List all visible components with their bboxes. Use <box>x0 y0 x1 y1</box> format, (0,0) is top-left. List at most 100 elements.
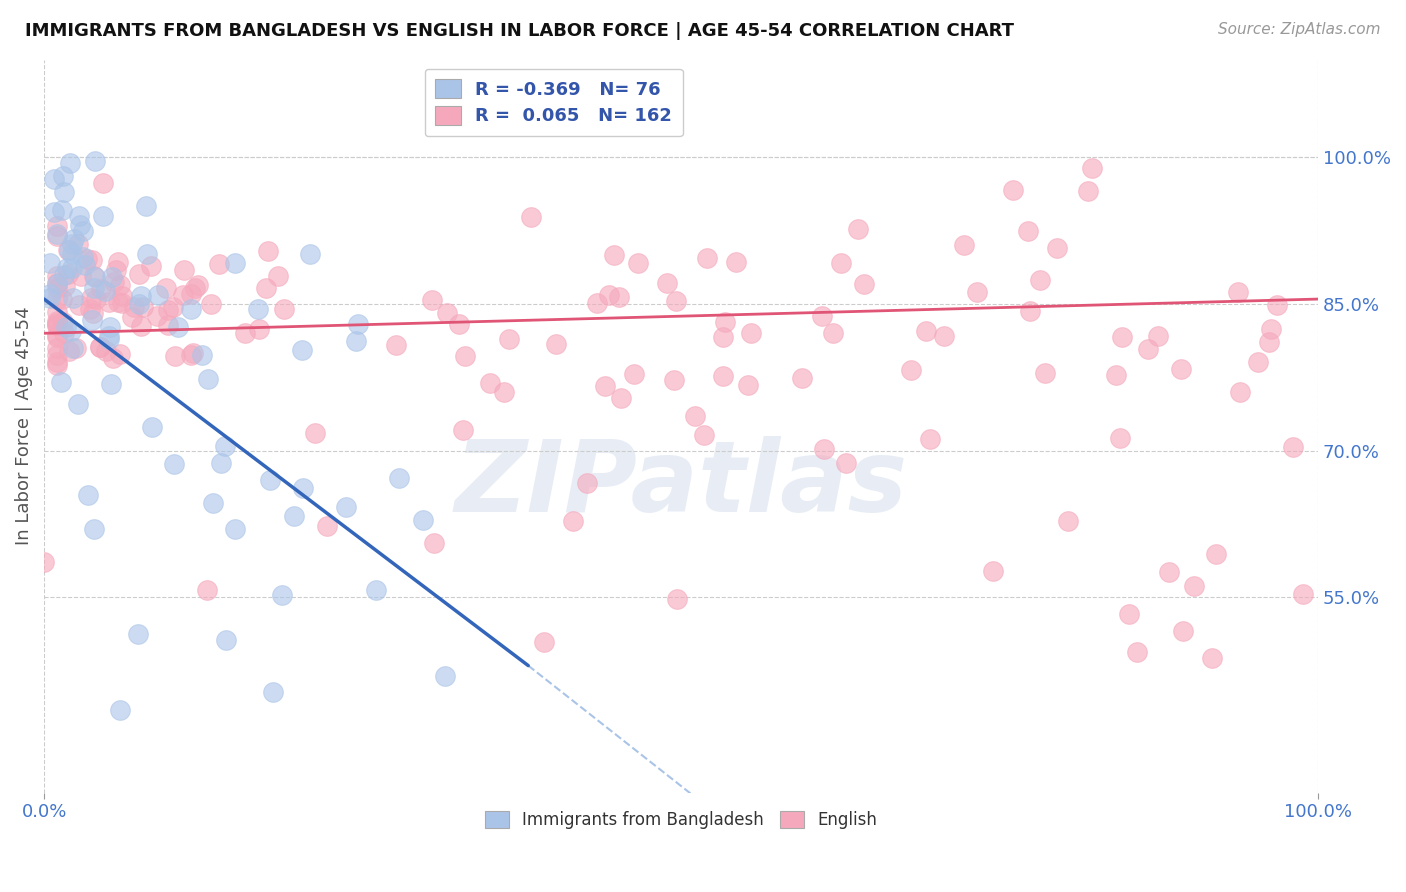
Point <box>56 267 79 281</box>
Point <box>224 522 246 536</box>
Point <box>79 301 101 316</box>
Point <box>1109 431 1132 445</box>
Point <box>1081 161 1104 175</box>
Point <box>347 317 370 331</box>
Point <box>51 315 73 329</box>
Point <box>256 244 278 259</box>
Point <box>436 306 458 320</box>
Point <box>141 420 163 434</box>
Point <box>711 369 734 384</box>
Point <box>103 351 125 366</box>
Point <box>173 263 195 277</box>
Point <box>90 282 112 296</box>
Point <box>711 329 734 343</box>
Point <box>1157 566 1180 580</box>
Point <box>1229 385 1251 400</box>
Text: IMMIGRANTS FROM BANGLADESH VS ENGLISH IN LABOR FORCE | AGE 45-54 CORRELATION CHA: IMMIGRANTS FROM BANGLADESH VS ENGLISH IN… <box>25 22 1014 40</box>
Point <box>135 247 157 261</box>
Point <box>46 277 69 291</box>
Point <box>283 509 305 524</box>
Point <box>562 514 585 528</box>
Point <box>156 302 179 317</box>
Point <box>918 432 941 446</box>
Point <box>181 346 204 360</box>
Point <box>45 318 67 333</box>
Point <box>44 172 66 186</box>
Point <box>51 203 73 218</box>
Point <box>1104 368 1126 382</box>
Text: Source: ZipAtlas.com: Source: ZipAtlas.com <box>1218 22 1381 37</box>
Point <box>586 296 609 310</box>
Point <box>498 333 520 347</box>
Point <box>45 292 67 306</box>
Point <box>69 218 91 232</box>
Point <box>163 457 186 471</box>
Point <box>89 341 111 355</box>
Point <box>98 295 121 310</box>
Point <box>454 350 477 364</box>
Text: ZIPatlas: ZIPatlas <box>454 436 908 533</box>
Point <box>335 500 357 514</box>
Point <box>84 153 107 168</box>
Point <box>107 295 129 310</box>
Point <box>790 371 813 385</box>
Point <box>53 268 76 283</box>
Point <box>128 297 150 311</box>
Point <box>304 425 326 440</box>
Point <box>55 319 77 334</box>
Point <box>39 286 62 301</box>
Point <box>1182 579 1205 593</box>
Point <box>45 330 67 344</box>
Point <box>610 391 633 405</box>
Point <box>89 339 111 353</box>
Point <box>111 295 134 310</box>
Point <box>127 627 149 641</box>
Point <box>344 334 367 348</box>
Point <box>1292 587 1315 601</box>
Point <box>77 488 100 502</box>
Point <box>72 224 94 238</box>
Point <box>1147 329 1170 343</box>
Point <box>45 358 67 372</box>
Point <box>107 254 129 268</box>
Point <box>953 237 976 252</box>
Point <box>67 209 90 223</box>
Point <box>98 320 121 334</box>
Point <box>665 294 688 309</box>
Point <box>62 291 84 305</box>
Point <box>82 306 104 320</box>
Point <box>45 341 67 355</box>
Point <box>69 269 91 284</box>
Point <box>966 285 988 299</box>
Point <box>39 255 62 269</box>
Point <box>201 496 224 510</box>
Point <box>129 318 152 333</box>
Point <box>180 348 202 362</box>
Point <box>316 519 339 533</box>
Point <box>299 247 322 261</box>
Point <box>623 368 645 382</box>
Point <box>934 328 956 343</box>
Point <box>108 277 131 292</box>
Point <box>575 475 598 490</box>
Point <box>45 281 67 295</box>
Point <box>607 289 630 303</box>
Point <box>291 343 314 358</box>
Point <box>1126 645 1149 659</box>
Point <box>412 513 434 527</box>
Point <box>97 332 120 346</box>
Point <box>53 279 76 293</box>
Point <box>45 276 67 290</box>
Y-axis label: In Labor Force | Age 45-54: In Labor Force | Age 45-54 <box>15 307 32 545</box>
Point <box>434 668 457 682</box>
Point <box>259 473 281 487</box>
Point <box>533 635 555 649</box>
Point <box>981 564 1004 578</box>
Point <box>141 260 163 274</box>
Point <box>479 376 502 391</box>
Point <box>627 255 650 269</box>
Point <box>195 582 218 597</box>
Point <box>45 268 67 283</box>
Point <box>62 236 84 251</box>
Point <box>157 318 180 333</box>
